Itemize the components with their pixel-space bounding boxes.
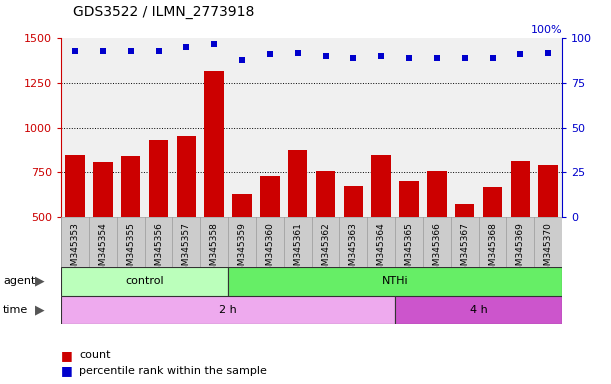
Bar [177,136,196,306]
Bar [232,194,252,306]
Text: percentile rank within the sample: percentile rank within the sample [79,366,267,376]
Bar [61,296,395,324]
Text: agent: agent [3,276,35,286]
Text: GSM345370: GSM345370 [544,222,553,277]
Text: GDS3522 / ILMN_2773918: GDS3522 / ILMN_2773918 [73,5,255,19]
Bar [371,156,391,306]
Bar [455,204,474,306]
Text: NTHi: NTHi [382,276,408,286]
Text: count: count [79,350,111,360]
Text: ■: ■ [61,364,73,377]
Text: GSM345366: GSM345366 [433,222,441,277]
Bar [400,181,419,306]
Bar [205,71,224,306]
Text: GSM345360: GSM345360 [265,222,274,277]
Text: GSM345358: GSM345358 [210,222,219,277]
Bar [93,162,112,306]
Bar [427,170,447,306]
Bar [61,267,228,296]
Bar [538,165,558,306]
Bar [343,186,363,306]
Text: GSM345361: GSM345361 [293,222,302,277]
Bar [65,156,85,306]
Bar [316,170,335,306]
Text: GSM345365: GSM345365 [404,222,414,277]
Text: 4 h: 4 h [470,305,488,315]
Text: 2 h: 2 h [219,305,237,315]
Text: time: time [3,305,28,315]
Text: GSM345364: GSM345364 [377,222,386,277]
Text: GSM345355: GSM345355 [126,222,135,277]
Bar [395,296,562,324]
Text: ■: ■ [61,349,73,362]
Bar [149,140,168,306]
Text: GSM345363: GSM345363 [349,222,358,277]
Bar [483,187,502,306]
Text: control: control [125,276,164,286]
Text: GSM345357: GSM345357 [182,222,191,277]
Bar [228,267,562,296]
Text: GSM345354: GSM345354 [98,222,108,277]
Text: ▶: ▶ [35,275,45,288]
Text: GSM345353: GSM345353 [70,222,79,277]
Bar [511,161,530,306]
Text: GSM345369: GSM345369 [516,222,525,277]
Bar [288,150,307,306]
Text: GSM345359: GSM345359 [238,222,246,277]
Text: GSM345356: GSM345356 [154,222,163,277]
Text: 100%: 100% [530,25,562,35]
Text: GSM345362: GSM345362 [321,222,330,277]
Text: GSM345367: GSM345367 [460,222,469,277]
Bar [260,176,280,306]
Text: ▶: ▶ [35,304,45,316]
Text: GSM345368: GSM345368 [488,222,497,277]
Bar [121,156,141,306]
